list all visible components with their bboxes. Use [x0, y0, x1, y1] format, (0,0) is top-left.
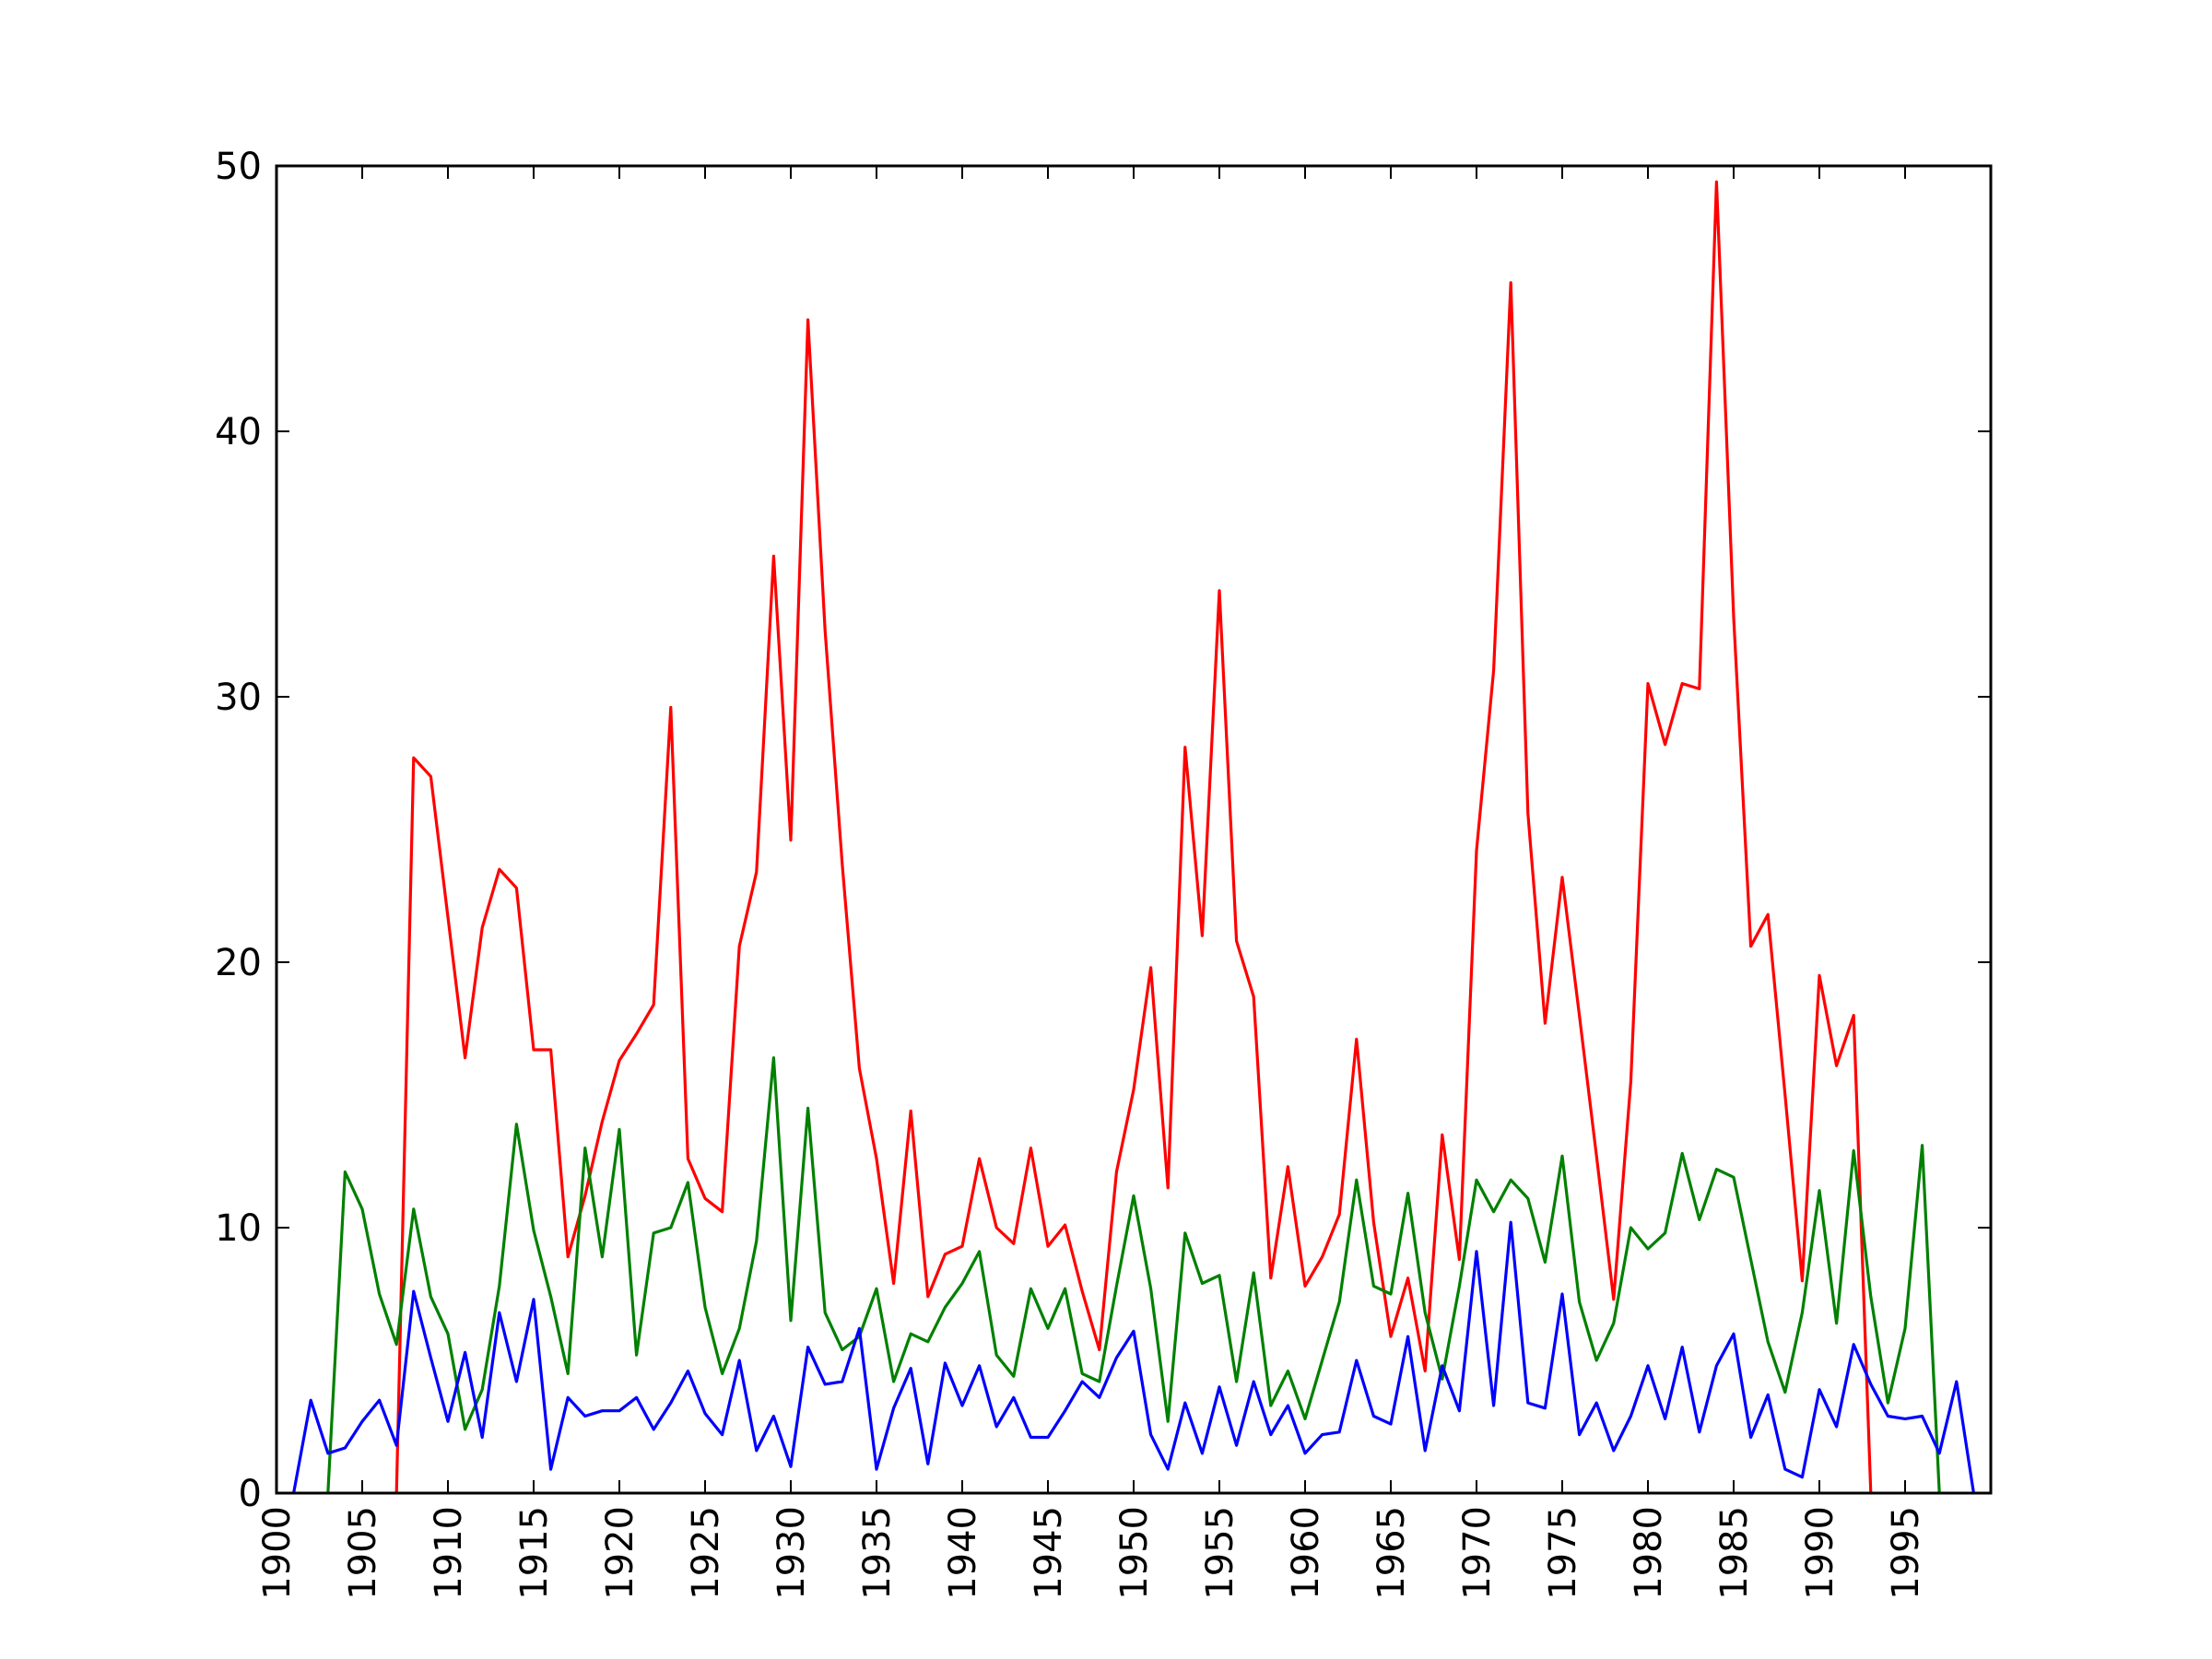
y-tick-label: 0: [239, 1473, 262, 1515]
x-tick-label: 1990: [1799, 1506, 1841, 1600]
plot-frame: [275, 164, 1993, 1495]
series-line-2: [326, 1056, 1941, 1494]
x-tick-label: 1965: [1371, 1506, 1413, 1600]
x-tick-label: 1900: [256, 1506, 299, 1600]
x-tick-label: 1935: [856, 1506, 899, 1600]
x-tick-label: 1910: [428, 1506, 470, 1600]
x-tick-label: 1920: [599, 1506, 641, 1600]
y-tick-label: 10: [215, 1207, 262, 1250]
x-tick-label: 1950: [1113, 1506, 1156, 1600]
x-tick-label: 1915: [513, 1506, 556, 1600]
x-tick-label: 1945: [1028, 1506, 1070, 1600]
y-tick-label: 50: [215, 146, 262, 188]
y-axis-ticks: 0 10 20 30 40 50: [215, 146, 1991, 1515]
x-tick-label: 1985: [1713, 1506, 1756, 1600]
x-tick-label: 1995: [1885, 1506, 1927, 1600]
y-tick-label: 30: [215, 677, 262, 719]
x-tick-label: 1930: [771, 1506, 813, 1600]
y-tick-label: 20: [215, 942, 262, 984]
x-tick-label: 1975: [1542, 1506, 1584, 1600]
x-tick-label: 1925: [685, 1506, 727, 1600]
x-tick-label: 1955: [1199, 1506, 1241, 1600]
x-tick-label: 1960: [1285, 1506, 1327, 1600]
series-layer: [292, 180, 1975, 1494]
series-line-3: [292, 1220, 1975, 1494]
x-axis-ticks: 1900 1905 1910 1915 1920 1925 1930 1935 1940 1945…: [256, 166, 1927, 1600]
x-tick-label: 1905: [342, 1506, 384, 1600]
x-tick-label: 1970: [1456, 1506, 1499, 1600]
y-tick-label: 40: [215, 411, 262, 453]
x-tick-label: 1980: [1628, 1506, 1670, 1600]
series-line-1: [394, 180, 1873, 1494]
x-tick-label: 1940: [942, 1506, 984, 1600]
